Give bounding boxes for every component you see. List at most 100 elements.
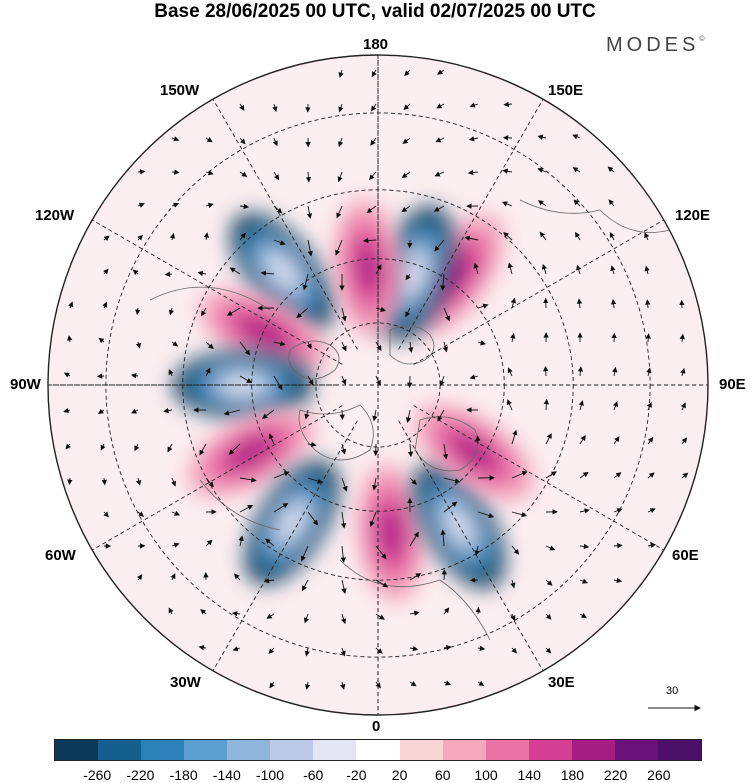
colorbar-swatch xyxy=(227,740,271,760)
wind-vector xyxy=(407,443,414,458)
wind-vector xyxy=(510,613,516,622)
wind-vector xyxy=(435,137,445,143)
wind-vector xyxy=(102,301,108,309)
wind-vector xyxy=(375,681,381,689)
wind-vector xyxy=(469,374,479,380)
wind-vector xyxy=(306,205,313,219)
wind-vector xyxy=(401,171,411,179)
wind-vector xyxy=(607,166,615,173)
wind-vector xyxy=(369,171,377,181)
wind-vector xyxy=(576,298,583,309)
wind-vector xyxy=(572,134,581,140)
wind-vector xyxy=(572,167,581,173)
wind-vector xyxy=(341,579,347,594)
wind-vector xyxy=(171,136,180,142)
wind-vector xyxy=(613,577,623,584)
coastline xyxy=(199,479,281,531)
wind-vector xyxy=(341,613,347,625)
wind-vector xyxy=(98,337,105,344)
wind-vector xyxy=(375,306,387,313)
colorbar-tick-label: 180 xyxy=(560,767,585,783)
wind-vector xyxy=(502,168,513,174)
wind-vector xyxy=(375,613,385,620)
wind-vector xyxy=(239,137,246,145)
wind-vector xyxy=(477,511,495,519)
wind-vector xyxy=(338,103,344,113)
wind-vector xyxy=(405,307,411,318)
wind-vector xyxy=(443,607,450,615)
lon-label-120w: 120W xyxy=(35,207,75,224)
wind-vector xyxy=(511,429,518,445)
wind-vector xyxy=(474,545,480,556)
colorbar-tick-label: -140 xyxy=(212,767,241,783)
wind-vector xyxy=(579,578,588,584)
wind-vector xyxy=(164,271,173,277)
wind-vector xyxy=(307,477,323,484)
brand-logo: MODES© xyxy=(606,34,705,57)
wind-vector xyxy=(273,471,290,479)
wind-vector xyxy=(473,262,479,275)
wind-vector xyxy=(167,443,173,453)
wind-vector xyxy=(134,443,140,452)
colorbar-swatch xyxy=(270,740,314,760)
wind-vector xyxy=(613,436,620,445)
wind-vector xyxy=(307,239,313,257)
coastline xyxy=(149,286,271,311)
wind-vector xyxy=(205,137,213,143)
wind-vector xyxy=(307,375,314,386)
wind-vector xyxy=(340,681,346,690)
colorbar-tick-label: 100 xyxy=(474,767,498,783)
wind-vector xyxy=(477,340,486,346)
colorbar-tick-label: -20 xyxy=(346,767,367,783)
colorbar-swatch xyxy=(657,740,701,760)
wind-vector xyxy=(137,169,146,175)
wind-vector xyxy=(579,435,586,445)
wind-vector xyxy=(647,542,657,549)
wind-vector xyxy=(341,341,347,352)
wind-vector xyxy=(304,681,311,690)
wind-vector xyxy=(239,103,245,111)
wind-vector xyxy=(203,232,210,241)
lon-label-60e: 60E xyxy=(672,547,699,564)
wind-vector xyxy=(171,542,180,548)
wind-vector xyxy=(168,307,175,316)
colorbar-swatch xyxy=(399,740,443,760)
wind-vector xyxy=(579,613,587,619)
anomaly-center xyxy=(230,213,335,330)
wind-vector xyxy=(135,477,142,486)
wind-vector xyxy=(137,202,145,208)
wind-vector xyxy=(543,398,550,411)
wind-vector xyxy=(409,573,422,581)
colorbar-swatch xyxy=(313,740,357,760)
wind-vector xyxy=(405,273,411,281)
wind-vector xyxy=(263,578,275,584)
wind-vector xyxy=(68,301,74,309)
wind-vector xyxy=(239,232,246,241)
wind-vector xyxy=(100,443,106,451)
wind-vector xyxy=(501,201,513,207)
wind-vector xyxy=(268,647,275,655)
wind-vector xyxy=(409,681,417,687)
wind-vector xyxy=(340,443,347,455)
wind-vector xyxy=(306,341,312,350)
wind-vector xyxy=(239,171,248,177)
wind-vector xyxy=(273,205,283,214)
wind-vector xyxy=(433,205,445,212)
wind-vector xyxy=(612,366,618,377)
wind-vector xyxy=(539,231,547,241)
wind-vector xyxy=(168,607,174,615)
meridian-line xyxy=(413,405,665,551)
wind-vector xyxy=(409,477,417,485)
map-frame xyxy=(47,54,709,716)
wind-vector xyxy=(545,579,553,586)
wind-vector xyxy=(336,205,343,219)
wind-vector xyxy=(205,202,214,208)
wind-vector xyxy=(205,341,214,350)
wind-vector xyxy=(170,573,176,581)
colorbar-swatch xyxy=(614,740,658,760)
wind-vector xyxy=(443,644,452,651)
wind-vector xyxy=(647,508,656,514)
wind-vector xyxy=(307,441,317,448)
lon-label-150w: 150W xyxy=(160,82,200,99)
wind-vector xyxy=(239,203,250,210)
